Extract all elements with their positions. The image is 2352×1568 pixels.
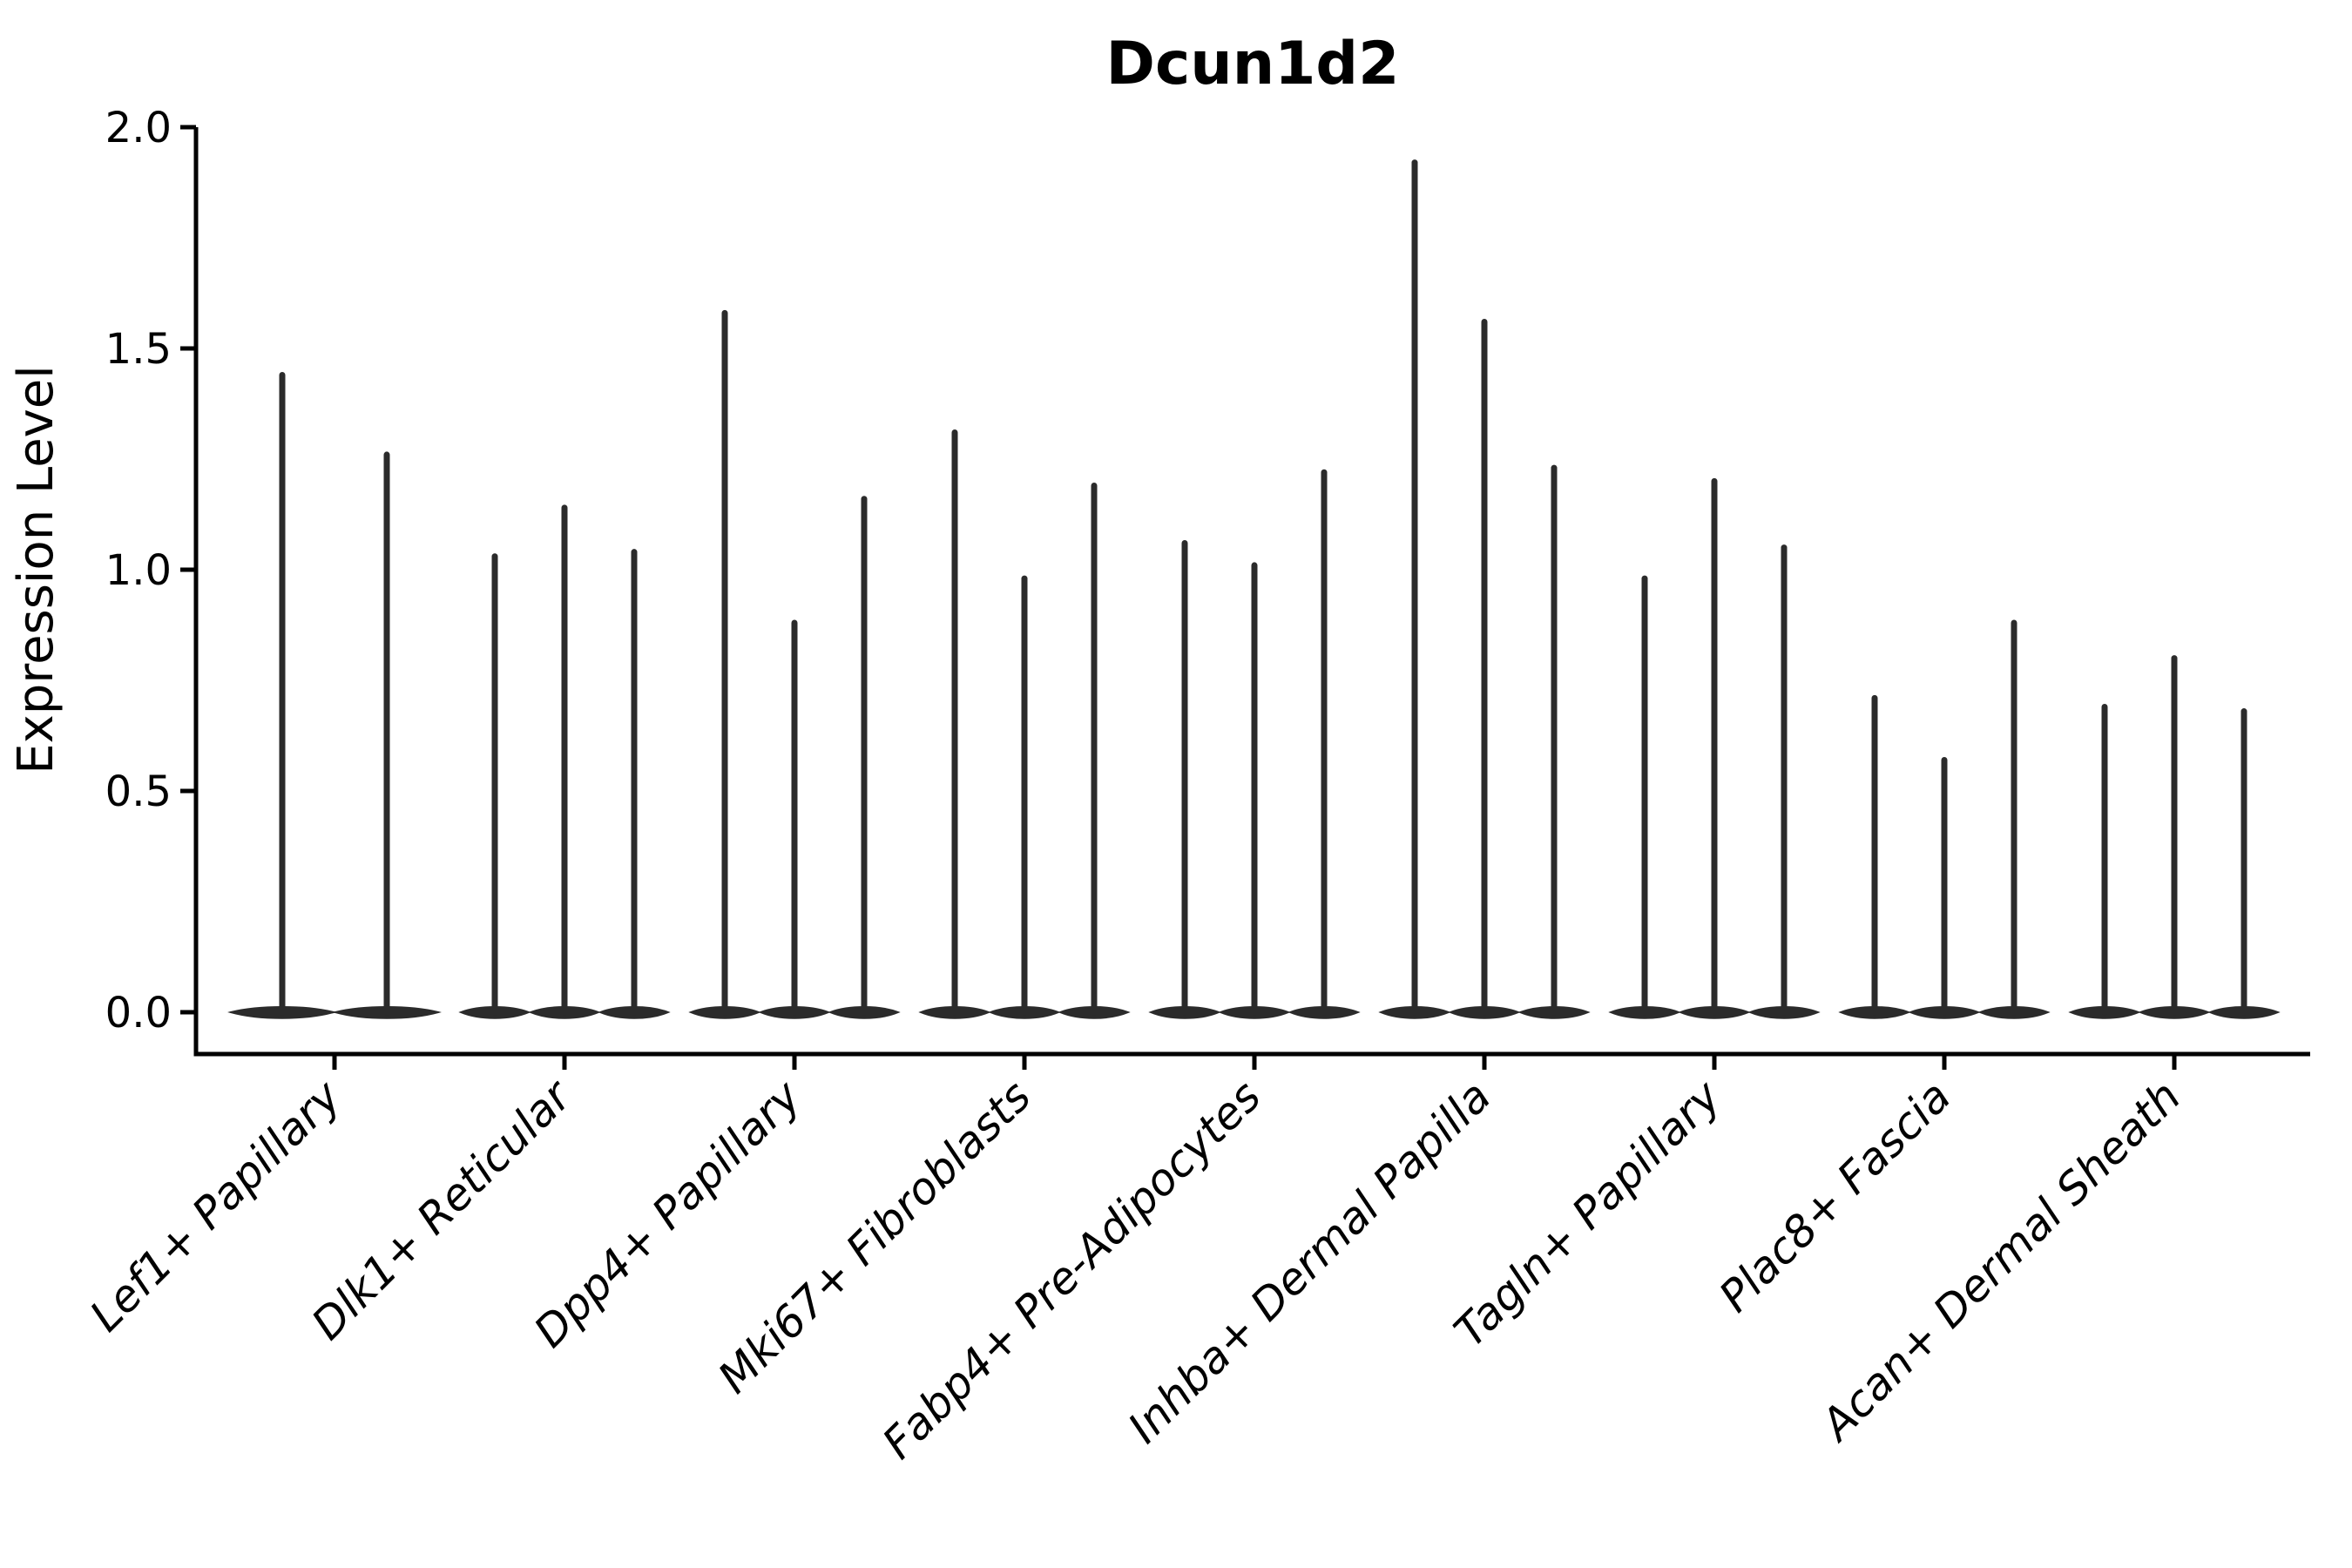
violin-group: [1838, 619, 2051, 1019]
y-tick-label: 2.0: [105, 104, 172, 152]
y-tick-label: 0.5: [105, 767, 172, 816]
y-axis-label: Expression Level: [8, 365, 64, 774]
violin-group: [227, 371, 442, 1019]
y-tick-label: 0.0: [105, 989, 172, 1037]
violin-group: [458, 504, 671, 1019]
x-tick-label: Inhba+ Dermal Papilla: [1119, 1071, 1500, 1452]
axes-layer: [193, 127, 2310, 1057]
violin-group: [688, 309, 901, 1019]
violin-group: [1378, 159, 1591, 1019]
y-axis-ticks: 0.0 0.5 1.0 1.5 2.0: [105, 104, 196, 1037]
x-tick-label: Plac8+ Fascia: [1710, 1071, 1961, 1321]
chart-title: Dcun1d2: [1106, 30, 1400, 98]
violins-layer: [227, 159, 2281, 1019]
y-tick-label: 1.5: [105, 325, 172, 374]
violin-group: [1148, 469, 1361, 1019]
x-tick-label: Lef1+ Papillary: [80, 1070, 351, 1341]
violin-group: [2068, 655, 2281, 1019]
violin-group: [1608, 477, 1821, 1019]
x-tick-label: Fabp4+ Pre-Adipocytes: [873, 1071, 1271, 1469]
y-tick-label: 1.0: [105, 546, 172, 595]
violin-group: [918, 429, 1131, 1019]
